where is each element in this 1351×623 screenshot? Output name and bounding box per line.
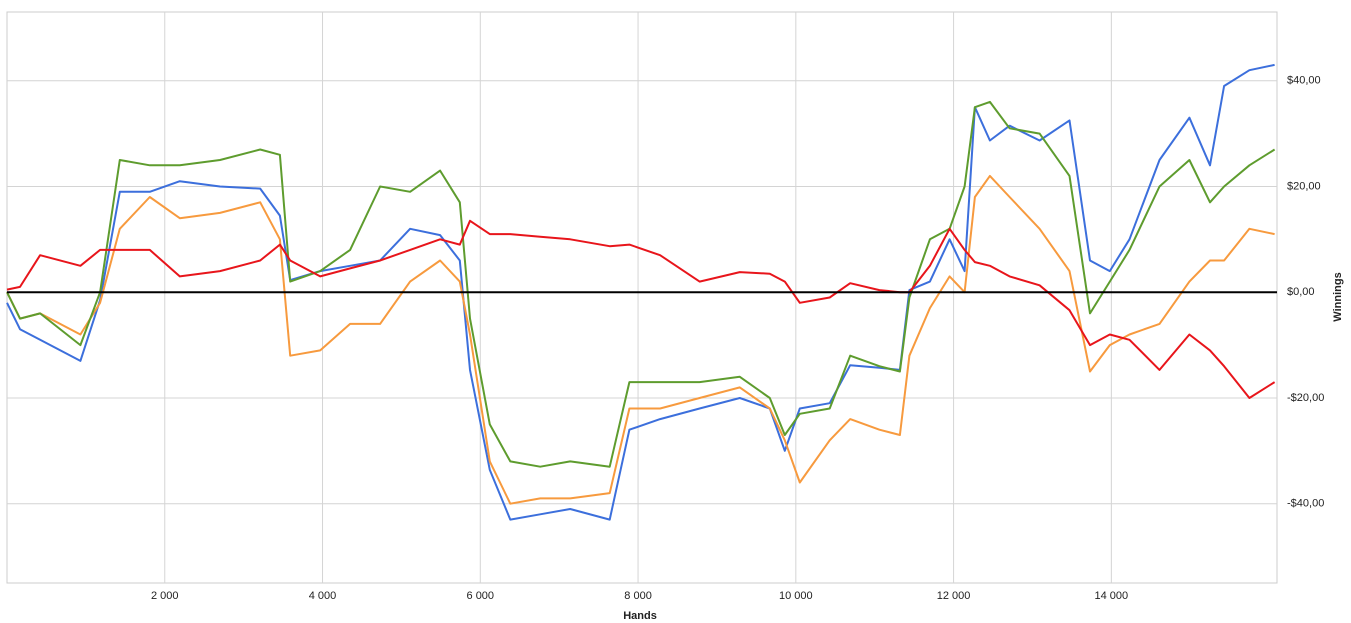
series-line [6, 219, 1276, 399]
y-tick-label: -$40,00 [1287, 498, 1324, 510]
series-line [6, 100, 1276, 468]
y-axis-title: Winnings [1332, 272, 1344, 321]
series-line [6, 174, 1275, 505]
x-tick-label: 4 000 [309, 590, 337, 602]
x-tick-label: 8 000 [624, 590, 652, 602]
plot-area [6, 11, 1278, 584]
x-tick-label: 2 000 [151, 590, 179, 602]
y-tick-label: $0,00 [1287, 286, 1315, 298]
x-tick-label: 6 000 [467, 590, 495, 602]
y-tick-label: $40,00 [1287, 75, 1321, 87]
x-axis-title: Hands [623, 610, 657, 622]
x-tick-label: 12 000 [937, 590, 971, 602]
x-tick-label: 10 000 [779, 590, 813, 602]
y-tick-label: $20,00 [1287, 180, 1321, 192]
x-tick-label: 14 000 [1095, 590, 1129, 602]
y-tick-label: -$20,00 [1287, 392, 1324, 404]
series-line [6, 63, 1275, 521]
